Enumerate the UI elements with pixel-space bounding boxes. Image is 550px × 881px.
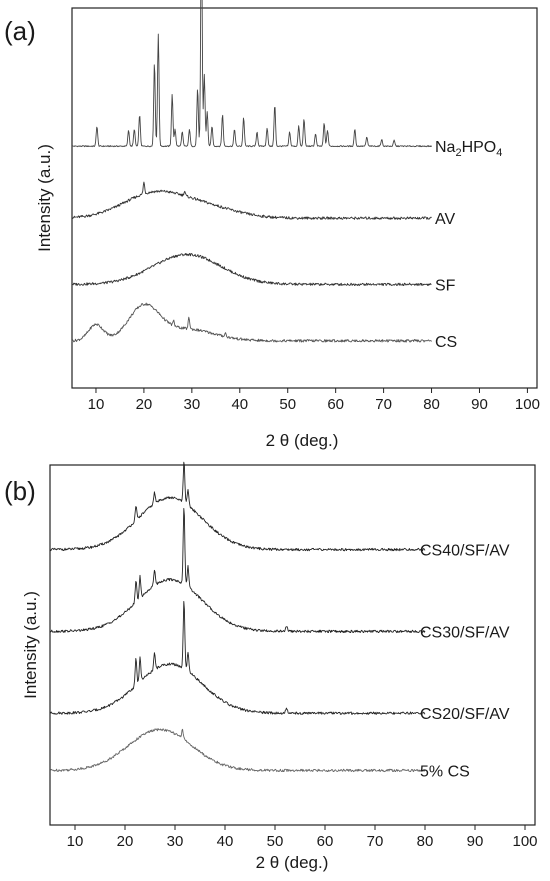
series-label: CS bbox=[435, 334, 457, 351]
series-label: CS40/SF/AV bbox=[420, 543, 510, 560]
series-label: 5% CS bbox=[420, 763, 470, 780]
x-tick-label: 10 bbox=[88, 396, 105, 413]
x-tick-label: 100 bbox=[515, 396, 540, 413]
panel-b-x-axis-label: 2 θ (deg.) bbox=[256, 853, 329, 872]
x-tick-label: 30 bbox=[167, 833, 184, 850]
panel-b-traces bbox=[49, 461, 426, 773]
x-tick-label: 70 bbox=[367, 833, 384, 850]
series-line bbox=[71, 302, 432, 343]
series-line bbox=[49, 461, 426, 552]
panel-a-y-axis-label: Intensity (a.u.) bbox=[35, 144, 54, 252]
panel-b-label: (b) bbox=[4, 476, 36, 506]
series-line bbox=[71, 252, 432, 287]
panel-a-label: (a) bbox=[4, 16, 36, 46]
x-tick-label: 40 bbox=[231, 396, 248, 413]
x-tick-label: 80 bbox=[423, 396, 440, 413]
panel-b-frame bbox=[49, 464, 536, 826]
panel-a-traces bbox=[71, 0, 432, 343]
series-line bbox=[49, 728, 426, 773]
x-tick-label: 90 bbox=[467, 833, 484, 850]
panel-b-y-axis-label: Intensity (a.u.) bbox=[21, 591, 40, 699]
panel-a-x-axis-label: 2 θ (deg.) bbox=[266, 431, 339, 450]
series-line bbox=[71, 0, 432, 148]
x-tick-label: 50 bbox=[279, 396, 296, 413]
x-tick-label: 100 bbox=[512, 833, 537, 850]
series-label: AV bbox=[435, 211, 455, 228]
x-tick-label: 40 bbox=[217, 833, 234, 850]
panel-b-x-ticks: 10 20 30 40 50 60 70 80 90 100 bbox=[67, 825, 538, 850]
x-tick-label: 90 bbox=[471, 396, 488, 413]
series-label: SF bbox=[435, 277, 456, 294]
x-tick-label: 50 bbox=[267, 833, 284, 850]
x-tick-label: 80 bbox=[417, 833, 434, 850]
series-label: CS20/SF/AV bbox=[420, 706, 510, 723]
x-tick-label: 10 bbox=[67, 833, 84, 850]
x-tick-label: 20 bbox=[117, 833, 134, 850]
series-line bbox=[49, 600, 426, 715]
panel-b: (b) 10 20 30 40 50 60 70 80 90 100 CS40/SF/AV CS30… bbox=[4, 461, 538, 872]
panel-a-x-ticks: 10 20 30 40 50 60 70 80 90 100 bbox=[88, 388, 540, 413]
series-label: Na2HPO4 bbox=[435, 139, 502, 159]
panel-a: (a) 10 20 30 40 50 60 70 80 90 100 Na2HPO4AVSFCS … bbox=[4, 0, 540, 450]
panel-b-series-labels: CS40/SF/AV CS30/SF/AV CS20/SF/AV 5% CS bbox=[420, 543, 510, 781]
panel-a-frame bbox=[71, 7, 538, 389]
x-tick-label: 60 bbox=[327, 396, 344, 413]
series-label: CS30/SF/AV bbox=[420, 624, 510, 641]
series-line bbox=[71, 181, 432, 220]
x-tick-label: 60 bbox=[317, 833, 334, 850]
panel-a-series-labels: Na2HPO4 AV SF CS bbox=[435, 139, 502, 351]
x-tick-label: 70 bbox=[375, 396, 392, 413]
series-line bbox=[49, 507, 426, 634]
x-tick-label: 30 bbox=[184, 396, 201, 413]
x-tick-label: 20 bbox=[136, 396, 153, 413]
